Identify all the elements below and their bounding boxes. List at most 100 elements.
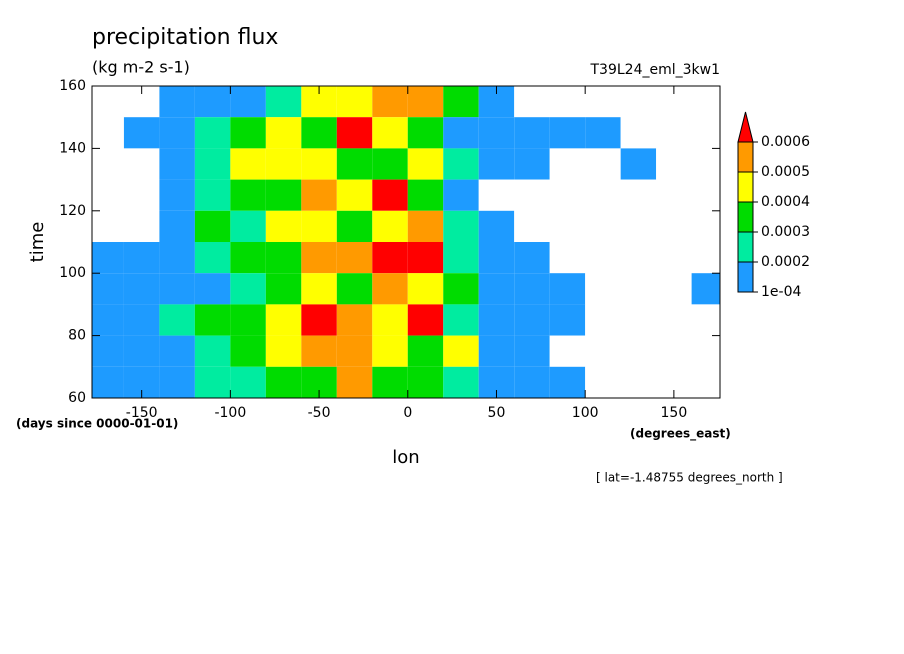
heat-cell: [656, 148, 692, 180]
heat-cell: [514, 210, 550, 242]
heat-cell: [407, 148, 444, 180]
heat-cell: [443, 273, 479, 305]
heat-cell: [585, 179, 621, 211]
heat-cell: [336, 335, 373, 367]
heat-cell: [265, 304, 302, 336]
heat-cell: [372, 179, 408, 211]
heat-cell: [585, 210, 621, 242]
y-tick-label: 80: [68, 328, 86, 344]
heat-cell: [585, 366, 621, 398]
heat-cell: [159, 86, 195, 118]
heat-cell: [514, 304, 550, 336]
heat-cell: [443, 86, 479, 118]
heat-cell: [585, 148, 621, 180]
heat-cell: [620, 210, 657, 242]
heat-cell: [620, 335, 657, 367]
heat-cell: [265, 335, 302, 367]
heat-cell: [194, 242, 231, 274]
colorbar-box: [737, 231, 754, 263]
y-tick-label: 160: [59, 78, 86, 94]
heat-cell: [372, 366, 408, 398]
heat-cell: [265, 86, 302, 118]
heat-cell: [620, 273, 657, 305]
colorbar-box: [737, 171, 754, 203]
heat-cell: [159, 242, 195, 274]
x-tick-label: 0: [403, 405, 412, 421]
heat-cell: [443, 210, 479, 242]
heat-cell: [372, 148, 408, 180]
heat-cell: [230, 335, 266, 367]
x-units: (degrees_east): [630, 427, 731, 442]
heat-cell: [194, 148, 231, 180]
heat-cell: [407, 366, 444, 398]
heat-cell: [691, 86, 720, 118]
heat-cell: [656, 117, 692, 149]
heat-cell: [443, 179, 479, 211]
heat-cell: [549, 210, 586, 242]
heat-cell: [265, 148, 302, 180]
heat-cell: [159, 273, 195, 305]
heat-cell: [194, 335, 231, 367]
heat-cell: [301, 242, 337, 274]
heat-cell: [478, 242, 515, 274]
heat-cell: [123, 148, 160, 180]
heat-cell: [443, 242, 479, 274]
colorbar-label: 1e-04: [761, 284, 801, 300]
heat-cell: [336, 242, 373, 274]
heat-cell: [92, 86, 124, 118]
heat-cell: [123, 335, 160, 367]
heat-cell: [92, 148, 124, 180]
heat-cell: [691, 273, 720, 305]
heat-cell: [691, 148, 720, 180]
heat-cell: [301, 179, 337, 211]
heat-cell: [336, 304, 373, 336]
heat-cell: [372, 304, 408, 336]
heat-cell: [443, 148, 479, 180]
heat-cell: [159, 210, 195, 242]
heat-cell: [514, 148, 550, 180]
heat-cell: [372, 86, 408, 118]
heat-cell: [443, 366, 479, 398]
heat-cell: [514, 86, 550, 118]
heat-cell: [585, 273, 621, 305]
heat-cell: [549, 117, 586, 149]
heat-cell: [301, 148, 337, 180]
heat-cell: [372, 335, 408, 367]
colorbar-label: 0.0004: [761, 194, 810, 210]
heat-cell: [336, 366, 373, 398]
x-tick-label: -50: [308, 405, 331, 421]
heat-cell: [478, 335, 515, 367]
heat-cell: [336, 210, 373, 242]
heat-cell: [123, 117, 160, 149]
x-tick-label: -100: [214, 405, 246, 421]
heat-cell: [92, 117, 124, 149]
heat-cell: [159, 148, 195, 180]
heat-cell: [159, 117, 195, 149]
heat-cell: [514, 273, 550, 305]
heat-cell: [620, 304, 657, 336]
heat-cell: [407, 86, 444, 118]
heat-cell: [372, 210, 408, 242]
heat-cell: [514, 366, 550, 398]
heat-cell: [194, 366, 231, 398]
chart-title: precipitation flux: [92, 25, 278, 50]
heat-cell: [230, 273, 266, 305]
heat-cell: [265, 210, 302, 242]
heat-cell: [691, 242, 720, 274]
colorbar-box: [737, 201, 754, 233]
colorbar-box: [737, 261, 754, 293]
heat-cell: [194, 210, 231, 242]
heat-cell: [656, 304, 692, 336]
heat-cell: [123, 273, 160, 305]
heat-cell: [691, 210, 720, 242]
y-axis-label: time: [27, 222, 48, 263]
heat-cell: [372, 273, 408, 305]
heat-cell: [585, 117, 621, 149]
y-units: (days since 0000-01-01): [16, 417, 178, 431]
x-axis-label: lon: [392, 447, 419, 468]
heat-cell: [656, 210, 692, 242]
heat-cell: [92, 273, 124, 305]
heat-cell: [478, 304, 515, 336]
heat-cell: [656, 242, 692, 274]
